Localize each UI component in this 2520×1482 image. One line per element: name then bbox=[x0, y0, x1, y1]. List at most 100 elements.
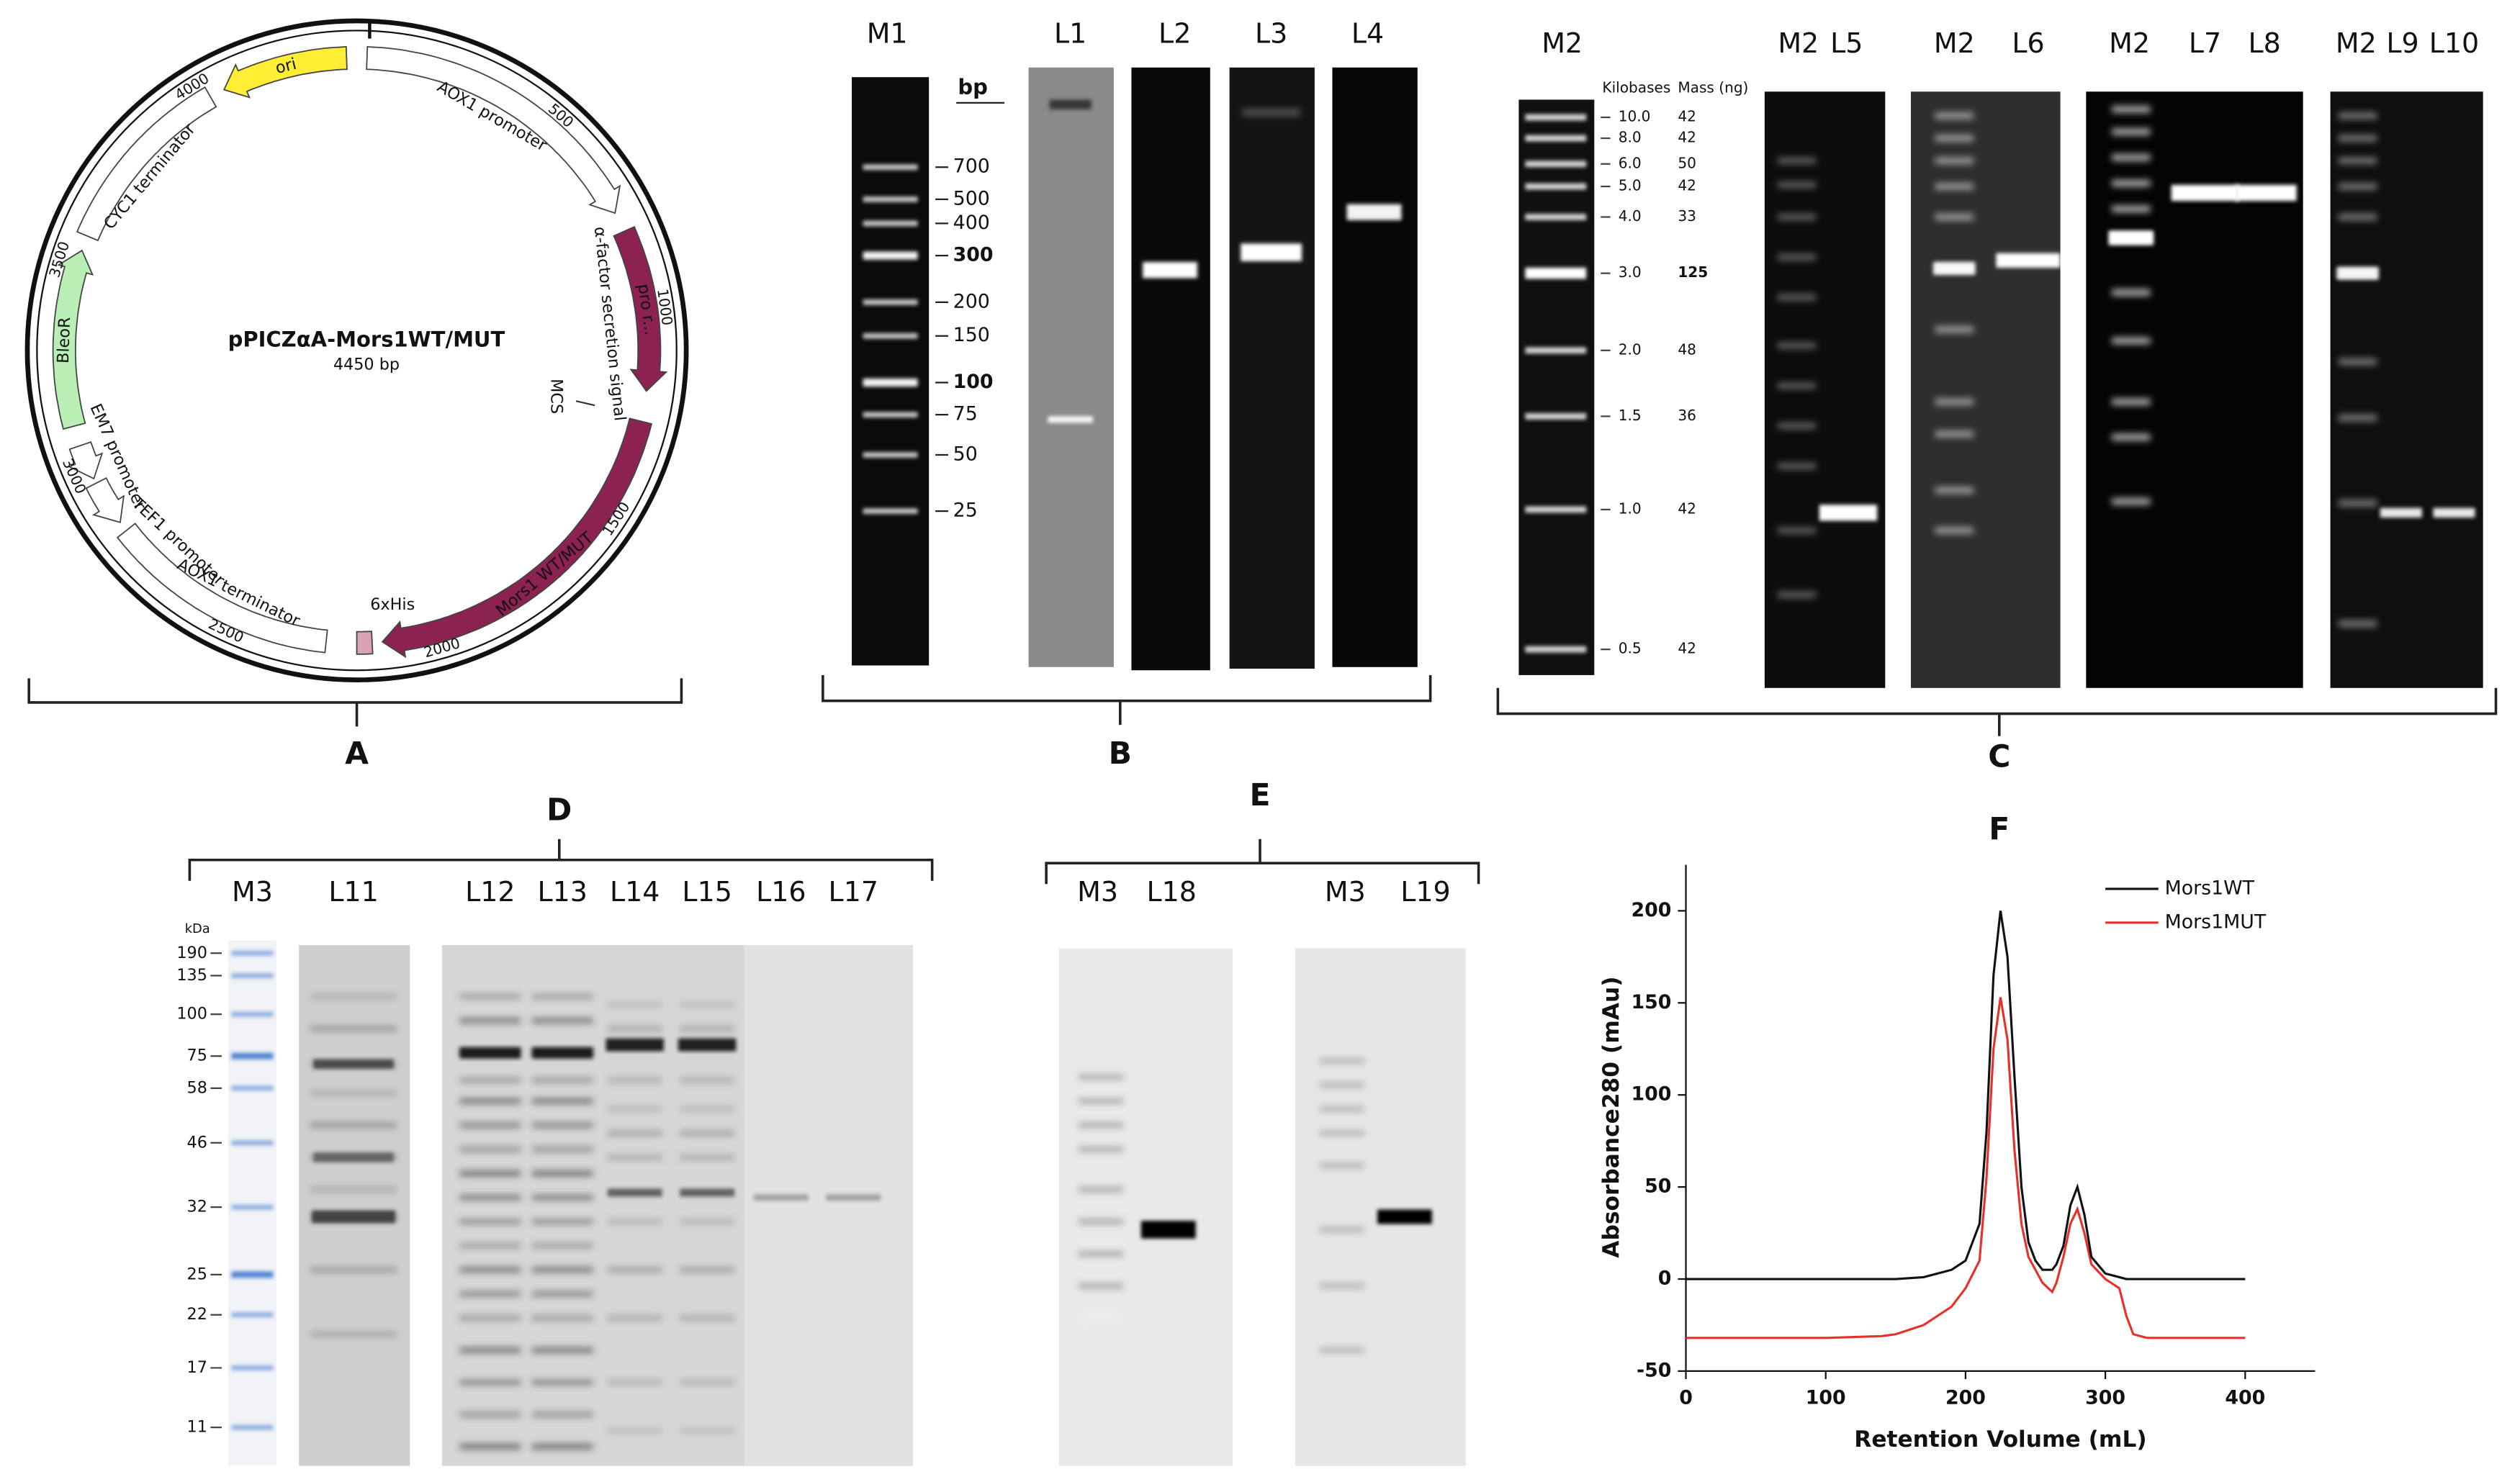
band bbox=[680, 1219, 735, 1224]
feature-arrow bbox=[613, 225, 668, 392]
band bbox=[2112, 106, 2151, 113]
band bbox=[459, 1077, 521, 1083]
band bbox=[1081, 1242, 1120, 1250]
band bbox=[1078, 1074, 1124, 1080]
panel-label: E bbox=[1250, 778, 1271, 813]
ladder-label: 1.5 bbox=[1619, 407, 1642, 424]
band bbox=[2112, 433, 2151, 440]
band bbox=[1525, 114, 1587, 121]
lane-label: L2 bbox=[1158, 18, 1191, 50]
band bbox=[531, 1219, 593, 1224]
lane-label: L12 bbox=[465, 876, 515, 908]
blot bbox=[1295, 948, 1466, 1466]
band bbox=[863, 333, 918, 339]
lane-label: L14 bbox=[610, 876, 660, 908]
band bbox=[863, 378, 918, 387]
ladder-label: 48 bbox=[1678, 340, 1696, 358]
feature-label: BleoR bbox=[54, 317, 74, 363]
ladder-label: 33 bbox=[1678, 207, 1696, 225]
lane-label: M3 bbox=[1077, 876, 1118, 908]
band bbox=[680, 1188, 735, 1197]
ladder-label: 125 bbox=[1678, 263, 1708, 281]
band bbox=[607, 1077, 662, 1083]
band bbox=[606, 1038, 664, 1052]
ladder-label: 58 bbox=[187, 1078, 207, 1097]
lane-label: L11 bbox=[328, 876, 378, 908]
band bbox=[1777, 214, 1817, 220]
band bbox=[231, 1085, 274, 1091]
band bbox=[531, 1411, 593, 1417]
band bbox=[459, 1267, 521, 1273]
ladder-label: 4.0 bbox=[1619, 207, 1642, 225]
band bbox=[607, 1315, 662, 1321]
band bbox=[531, 1077, 593, 1083]
band bbox=[1049, 99, 1092, 109]
feature-arrow bbox=[68, 441, 104, 480]
band bbox=[678, 1038, 737, 1052]
feature-arrow bbox=[76, 86, 217, 242]
ladder-label: 0.5 bbox=[1619, 640, 1642, 657]
bracket-d bbox=[188, 839, 934, 881]
ladder-label: 6.0 bbox=[1619, 154, 1642, 171]
feature-arrow bbox=[381, 417, 652, 659]
lane-label: L1 bbox=[1054, 18, 1086, 50]
band bbox=[459, 1047, 521, 1059]
panel-label: B bbox=[1109, 736, 1132, 772]
gel-lane bbox=[2330, 91, 2483, 688]
band bbox=[459, 1219, 521, 1224]
feature-arrow bbox=[116, 523, 328, 654]
unit-label: bp bbox=[958, 75, 988, 99]
feature-arrow bbox=[52, 249, 94, 430]
band bbox=[863, 299, 918, 305]
band bbox=[1525, 412, 1587, 420]
gel-lane bbox=[1332, 67, 1418, 667]
band bbox=[1242, 109, 1300, 116]
gel-lane bbox=[744, 945, 913, 1466]
data-line bbox=[1686, 911, 2246, 1280]
x-tick-label: 100 bbox=[1806, 1386, 1846, 1409]
band bbox=[1777, 382, 1817, 389]
ladder-label: 400 bbox=[953, 212, 990, 234]
band bbox=[2338, 358, 2377, 365]
band bbox=[607, 1267, 662, 1273]
band bbox=[310, 1187, 397, 1192]
band bbox=[1078, 1098, 1124, 1104]
band bbox=[2235, 184, 2297, 202]
band bbox=[2338, 620, 2377, 627]
bracket-b bbox=[822, 674, 1432, 726]
band bbox=[1935, 430, 1974, 438]
x-axis-label: Retention Volume (mL) bbox=[1854, 1427, 2146, 1452]
band bbox=[607, 1002, 662, 1008]
band bbox=[1777, 527, 1817, 534]
band bbox=[231, 1312, 274, 1318]
lane-label: M2 bbox=[1542, 27, 1583, 59]
band bbox=[680, 1002, 735, 1008]
panel-label: D bbox=[546, 792, 572, 828]
lane-label: M3 bbox=[1325, 876, 1366, 908]
lane-label: L13 bbox=[538, 876, 588, 908]
band bbox=[2171, 184, 2239, 202]
band bbox=[1319, 1283, 1365, 1288]
band bbox=[312, 1210, 396, 1224]
gel-lane bbox=[299, 945, 410, 1466]
ladder-label: 42 bbox=[1678, 129, 1696, 146]
feature-label: MCS bbox=[546, 379, 565, 414]
feature-arrow bbox=[366, 46, 621, 214]
blot bbox=[1058, 948, 1233, 1466]
unit-label: kDa bbox=[185, 921, 210, 936]
plasmid-name: pPICZαA-Mors1WT/MUT bbox=[228, 327, 505, 351]
feature-arrow bbox=[222, 46, 348, 99]
y-tick-label: -50 bbox=[1637, 1359, 1671, 1381]
feature-arrow bbox=[356, 631, 374, 655]
band bbox=[1319, 1083, 1365, 1088]
band bbox=[2338, 183, 2377, 190]
band bbox=[863, 196, 918, 202]
feature-label: Mors1 WT/MUT bbox=[492, 528, 597, 620]
band bbox=[459, 1291, 521, 1297]
band bbox=[231, 950, 274, 956]
ladder-label: 75 bbox=[953, 403, 978, 425]
band bbox=[1078, 1219, 1124, 1224]
band bbox=[1935, 135, 1974, 142]
mcs-tick bbox=[575, 400, 595, 407]
ladder-label: 190 bbox=[176, 944, 207, 962]
